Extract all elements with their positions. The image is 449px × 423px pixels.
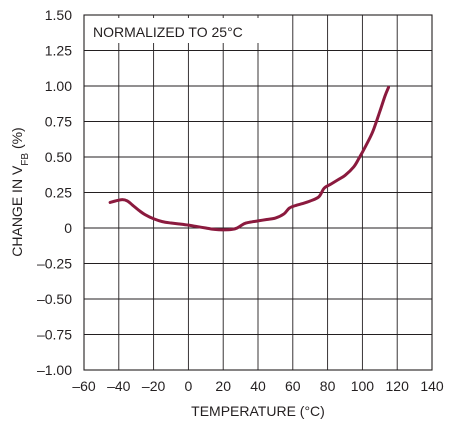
x-tick-label: 60 [285, 378, 301, 394]
x-tick-label: 100 [351, 378, 375, 394]
normalization-note: NORMALIZED TO 25°C [93, 24, 243, 40]
y-axis-title-subscript: FB [20, 153, 31, 166]
y-axis-ticks: 1.50 1.25 1.00 0.75 0.50 0.25 0 –0.25 –0.50 –0.75… [37, 7, 72, 378]
y-tick-label: 0.75 [45, 114, 72, 130]
x-axis-title: TEMPERATURE (°C) [191, 403, 325, 419]
x-tick-label: 0 [185, 378, 193, 394]
x-tick-label: 80 [320, 378, 336, 394]
y-tick-label: 1.50 [45, 7, 72, 23]
y-axis-title-suffix: (%) [9, 127, 25, 153]
plot-frame [83, 14, 433, 371]
y-tick-label: 1.25 [45, 43, 72, 59]
grid [84, 15, 432, 370]
x-tick-label: –60 [72, 378, 96, 394]
y-tick-label: 0 [64, 220, 72, 236]
y-axis-title-prefix: CHANGE IN V [9, 165, 25, 257]
y-tick-label: –0.50 [37, 291, 72, 307]
x-tick-label: –20 [142, 378, 166, 394]
y-tick-label: 1.00 [45, 78, 72, 94]
x-tick-label: –40 [107, 378, 131, 394]
x-tick-label: 140 [420, 378, 444, 394]
y-tick-label: –1.00 [37, 362, 72, 378]
vfb-change-curve [108, 85, 390, 232]
y-tick-label: –0.75 [37, 327, 72, 343]
y-tick-label: 0.50 [45, 149, 72, 165]
x-axis-ticks: –60 –40 –20 0 20 40 60 80 100 120 140 [72, 378, 444, 394]
x-tick-label: 120 [386, 378, 410, 394]
x-tick-label: 20 [215, 378, 231, 394]
y-axis-title: CHANGE IN VFB (%) [9, 127, 31, 256]
x-tick-label: 40 [250, 378, 266, 394]
y-tick-label: –0.25 [37, 256, 72, 272]
annotation-background [87, 18, 269, 43]
y-tick-label: 0.25 [45, 185, 72, 201]
